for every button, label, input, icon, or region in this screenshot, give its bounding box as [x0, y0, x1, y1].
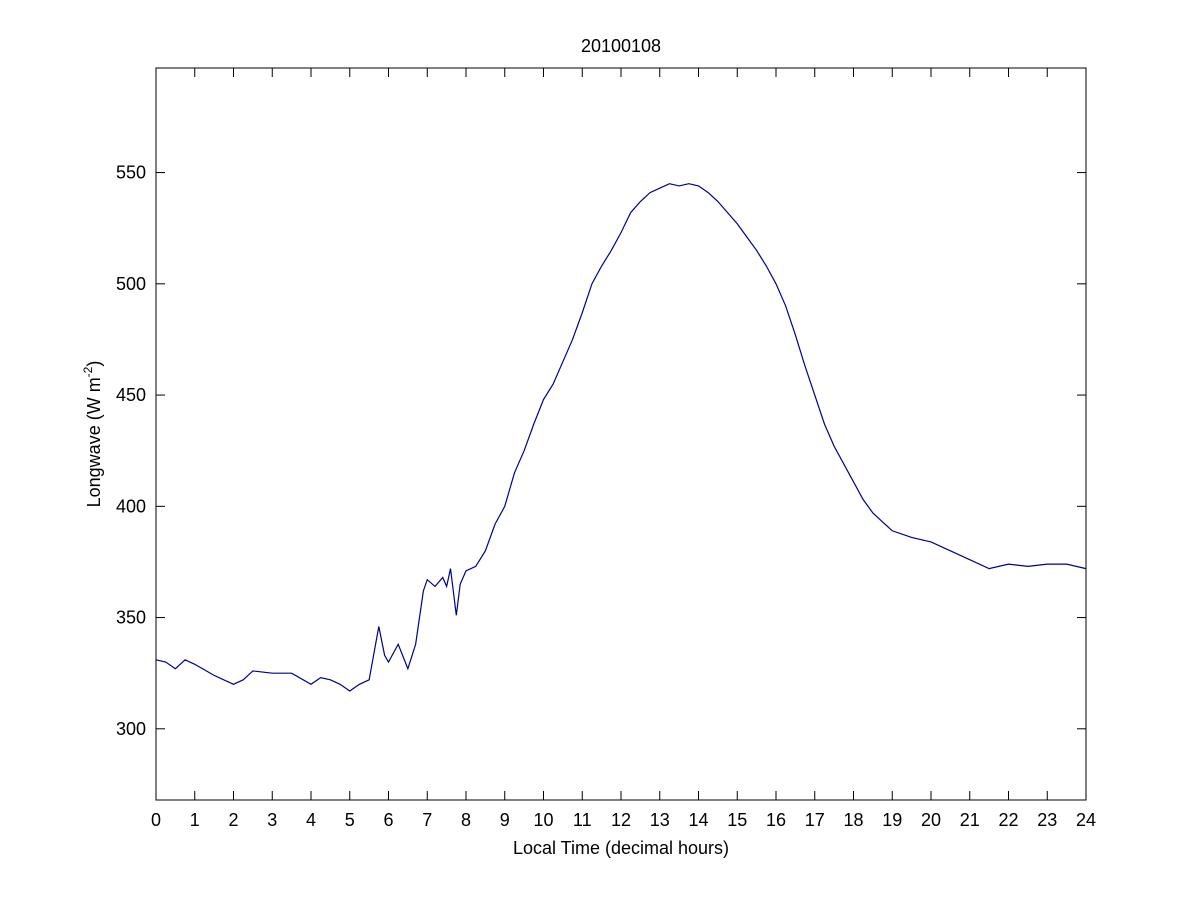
x-tick-label: 6 — [383, 810, 393, 830]
x-tick-label: 13 — [650, 810, 670, 830]
x-axis-label: Local Time (decimal hours) — [513, 838, 729, 858]
x-tick-label: 17 — [805, 810, 825, 830]
plot-area — [155, 67, 1087, 801]
x-tick-label: 11 — [573, 810, 592, 830]
x-tick-label: 14 — [688, 810, 708, 830]
y-label-sup: -2 — [81, 366, 95, 377]
x-tick-label: 3 — [267, 810, 277, 830]
x-tick-label: 21 — [960, 810, 980, 830]
y-tick-label: 450 — [116, 385, 146, 405]
y-tick-label: 400 — [116, 496, 146, 516]
x-tick-label: 7 — [422, 810, 432, 830]
x-tick-label: 16 — [766, 810, 786, 830]
x-tick-label: 15 — [727, 810, 747, 830]
y-tick-label: 350 — [116, 608, 146, 628]
y-label-close: ) — [84, 361, 104, 367]
x-tick-label: 5 — [345, 810, 355, 830]
x-tick-label: 19 — [882, 810, 902, 830]
x-tick-label: 22 — [998, 810, 1018, 830]
x-tick-label: 10 — [533, 810, 553, 830]
x-tick-label: 24 — [1076, 810, 1096, 830]
x-tick-label: 2 — [228, 810, 238, 830]
y-tick-label: 550 — [116, 163, 146, 183]
x-tick-label: 1 — [190, 810, 200, 830]
y-tick-label: 300 — [116, 719, 146, 739]
y-axis-label: Longwave (W m-2) — [81, 361, 104, 508]
y-label-main: Longwave (W m — [84, 377, 104, 507]
y-tick-label: 500 — [116, 274, 146, 294]
x-tick-label: 0 — [151, 810, 161, 830]
data-line — [155, 183, 1087, 692]
x-tick-label: 18 — [843, 810, 863, 830]
x-tick-label: 4 — [306, 810, 316, 830]
x-tick-label: 23 — [1037, 810, 1057, 830]
x-tick-label: 9 — [500, 810, 510, 830]
x-tick-label: 8 — [461, 810, 471, 830]
x-tick-label: 12 — [611, 810, 631, 830]
x-tick-label: 20 — [921, 810, 941, 830]
chart-title: 20100108 — [581, 36, 661, 56]
